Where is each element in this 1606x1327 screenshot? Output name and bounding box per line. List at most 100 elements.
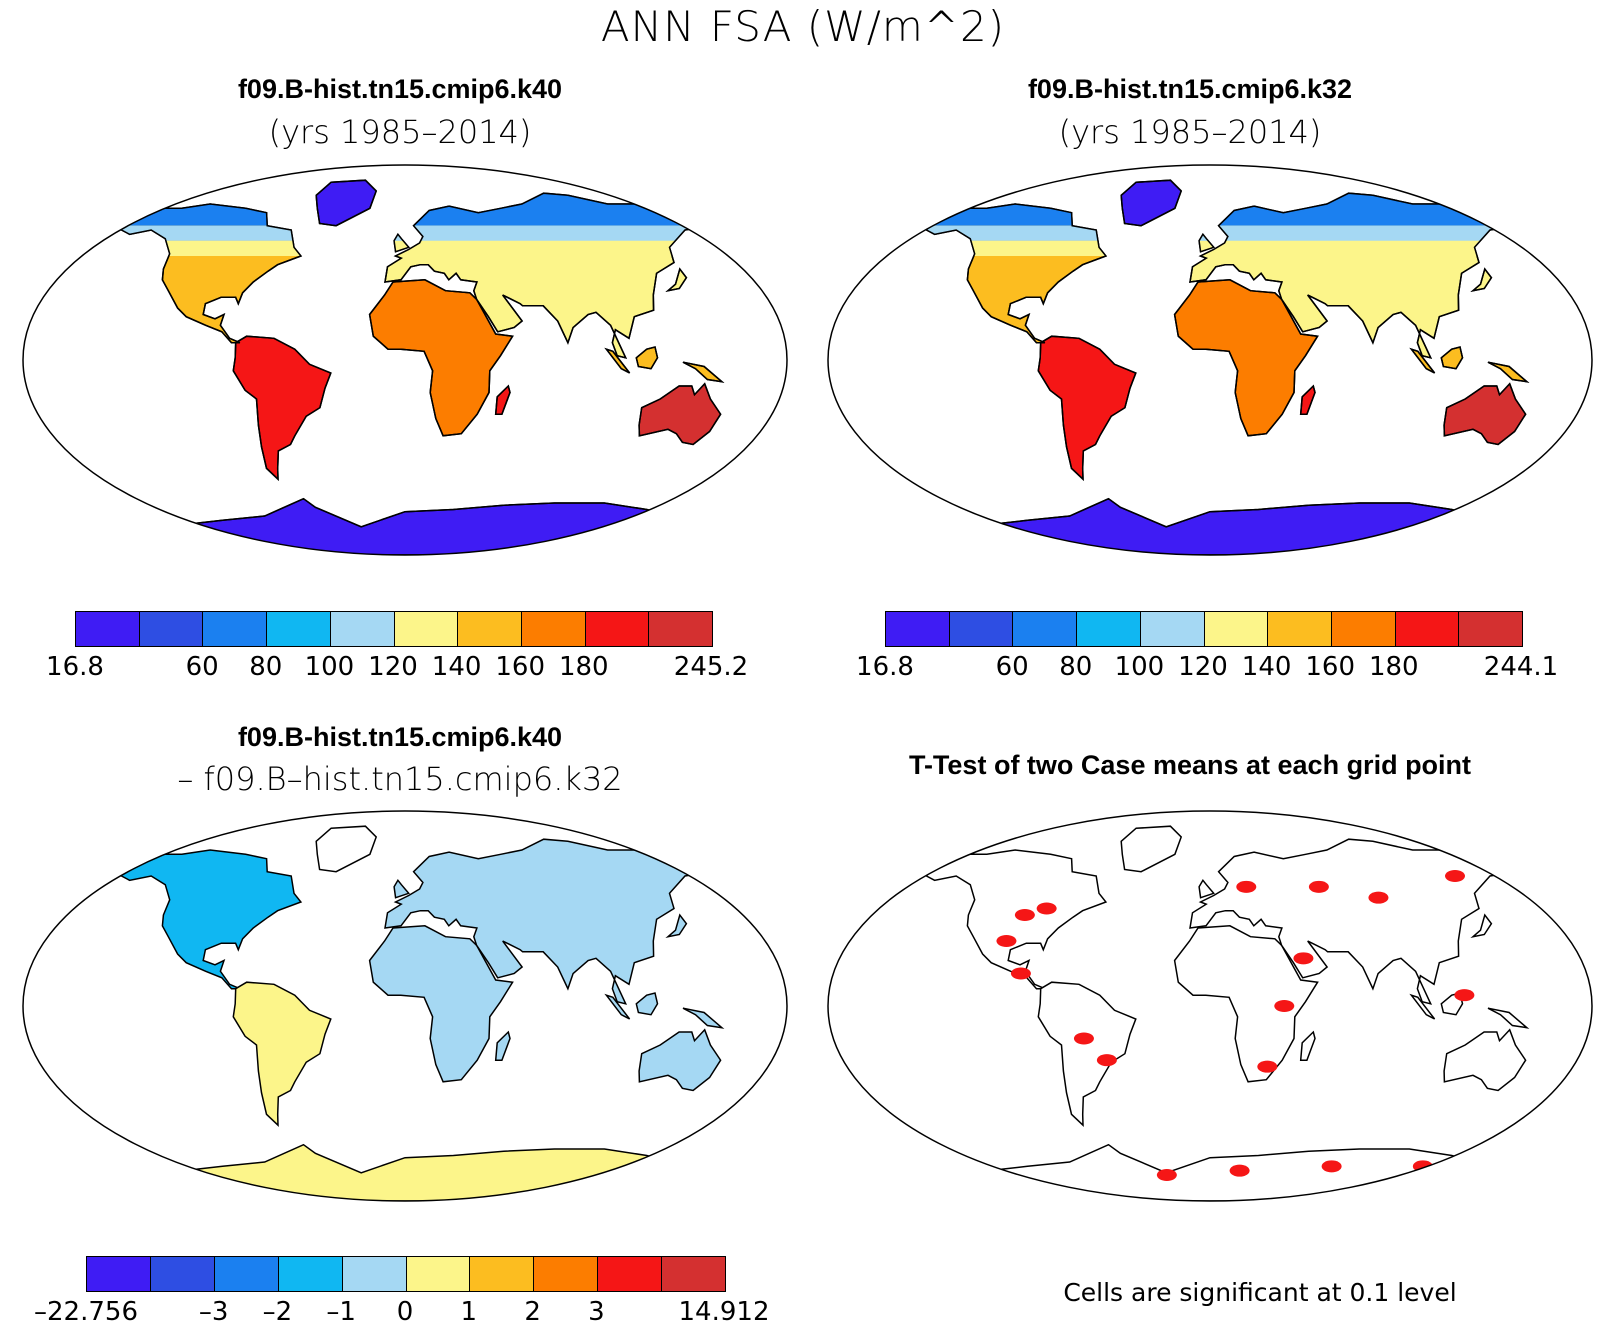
- colorbar-tick-label: 14.912: [678, 1297, 770, 1327]
- land-madagascar: [1299, 1030, 1316, 1061]
- significant-cell: [1321, 1160, 1342, 1173]
- colorbar-swatch: [949, 612, 1014, 646]
- significant-cell: [1368, 891, 1389, 904]
- colorbar-swatch: [1459, 612, 1523, 646]
- colorbar-swatch: [1077, 612, 1141, 646]
- colorbar-tick-label: –2: [262, 1297, 293, 1327]
- significant-cell: [1454, 989, 1475, 1002]
- colorbar-swatch: [886, 612, 950, 646]
- land-japan: [1470, 913, 1493, 938]
- colorbar-tick-label: 60: [185, 652, 219, 682]
- panel-title-k40: f09.B-hist.tn15.cmip6.k40: [237, 74, 563, 104]
- land-africa: [1173, 925, 1319, 1083]
- map-diff: [22, 810, 788, 1202]
- coastline: [1198, 232, 1215, 253]
- colorbar-tick-label: 244.1: [1483, 652, 1559, 682]
- significant-cell: [1257, 1060, 1278, 1073]
- colorbar-k32: [885, 611, 1523, 647]
- significant-cell: [1073, 1032, 1094, 1045]
- colorbar-swatch: [585, 612, 650, 646]
- significant-cell: [1010, 967, 1031, 980]
- colorbar-swatch: [1268, 612, 1332, 646]
- colorbar-swatch: [203, 612, 268, 646]
- coastline: [1409, 347, 1436, 374]
- land-greenland: [315, 825, 378, 873]
- coastline: [368, 279, 514, 437]
- coastline: [315, 179, 378, 227]
- land-eurasia: [384, 838, 713, 1005]
- colorbar-swatch: [267, 612, 331, 646]
- land-newGuinea: [1487, 1007, 1530, 1029]
- map-k40: [22, 164, 788, 556]
- land-borneo: [635, 346, 659, 370]
- colorbar-tick-label: 120: [368, 652, 418, 682]
- land-southAmerica: [1037, 981, 1137, 1127]
- significant-cell: [1274, 1000, 1295, 1012]
- coastline: [1299, 384, 1316, 415]
- colorbar-tick-label: 100: [1114, 652, 1165, 682]
- coastline: [120, 203, 303, 344]
- land-borneo: [635, 992, 659, 1016]
- map-border: [22, 164, 788, 556]
- colorbar-swatch: [76, 612, 140, 646]
- coastline: [1487, 361, 1530, 383]
- panel-title-ttest: T-Test of two Case means at each grid po…: [908, 750, 1472, 780]
- coastline: [232, 335, 332, 481]
- map-border: [827, 810, 1593, 1202]
- panel-subtitle-k32: (yrs 1985–2014): [1058, 113, 1322, 151]
- colorbar-tick-label: 80: [1059, 652, 1093, 682]
- coastline: [1173, 279, 1319, 437]
- colorbar-tick-label: 180: [1368, 652, 1419, 682]
- colorbar-tick-label: 100: [304, 652, 355, 682]
- land-eurasia: [1189, 838, 1518, 1005]
- land-sumatra: [1409, 993, 1436, 1020]
- coastline: [384, 192, 713, 359]
- colorbar-tick-label: 1: [460, 1297, 478, 1327]
- land-southAmerica: [232, 981, 332, 1127]
- lat-band: [926, 193, 1527, 226]
- panel-subtitle-k40: (yrs 1985–2014): [268, 113, 532, 151]
- colorbar-swatch: [406, 1257, 471, 1291]
- colorbar-swatch: [662, 1257, 726, 1291]
- colorbar-swatch: [649, 612, 713, 646]
- panel-subtitle-diff: – f09.B–hist.tn15.cmip6.k32: [177, 760, 623, 798]
- coastline: [682, 361, 725, 383]
- significant-cell: [1236, 880, 1257, 893]
- colorbar-tick-label: 16.8: [46, 652, 104, 682]
- colorbar-tick-label: 120: [1178, 652, 1228, 682]
- coastline: [1440, 346, 1464, 370]
- coastline: [1189, 192, 1518, 359]
- land-madagascar: [494, 1030, 511, 1061]
- significant-cell: [1156, 1169, 1177, 1181]
- land-australia: [638, 1028, 722, 1092]
- map-ttest: [827, 810, 1593, 1202]
- land-borneo: [1440, 346, 1464, 370]
- colorbar-swatch: [342, 1257, 407, 1291]
- colorbar-swatch: [278, 1257, 343, 1291]
- colorbar-tick-label: 160: [495, 652, 546, 682]
- land-northAmerica: [925, 849, 1108, 990]
- colorbar-tick-label: 180: [558, 652, 609, 682]
- lat-band: [926, 240, 1527, 256]
- colorbar-tick-label: 2: [524, 1297, 541, 1327]
- coastline: [1470, 267, 1493, 292]
- land-japan: [665, 913, 688, 938]
- colorbar-tick-label: 0: [396, 1297, 414, 1327]
- coastline: [1037, 335, 1137, 481]
- colorbar-swatch: [598, 1257, 663, 1291]
- colorbar-swatch: [1395, 612, 1460, 646]
- coastline: [925, 203, 1108, 344]
- colorbar-tick-label: 60: [995, 652, 1029, 682]
- colorbar-diff: [86, 1256, 726, 1292]
- panel-title-diff: f09.B-hist.tn15.cmip6.k40: [237, 722, 563, 752]
- colorbar-swatch: [394, 612, 459, 646]
- lat-band: [121, 240, 722, 256]
- colorbar-swatch: [534, 1257, 599, 1291]
- lat-band: [121, 193, 722, 226]
- land-sumatra: [604, 993, 631, 1020]
- land-greenland: [1120, 825, 1183, 873]
- colorbar-swatch: [330, 612, 395, 646]
- panel-title-k32: f09.B-hist.tn15.cmip6.k32: [1027, 74, 1353, 104]
- land-southAmerica: [232, 335, 332, 481]
- land-southAmerica: [1037, 335, 1137, 481]
